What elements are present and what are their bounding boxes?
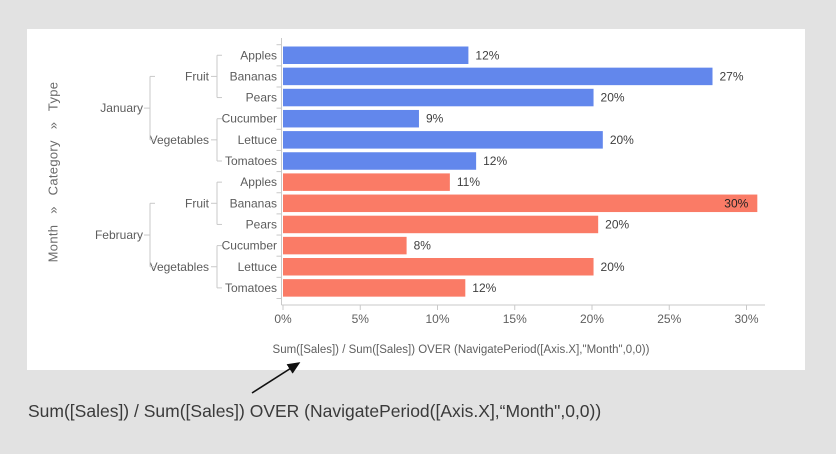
category-label-vegetables[interactable]: Vegetables <box>150 133 209 147</box>
formula-annotation-text: Sum([Sales]) / Sum([Sales]) OVER (Naviga… <box>28 401 602 421</box>
row-label-pears[interactable]: Pears <box>246 91 277 105</box>
category-label-fruit[interactable]: Fruit <box>185 69 210 83</box>
bar-january-lettuce[interactable] <box>283 131 603 149</box>
x-axis-tick-label: 30% <box>734 312 758 326</box>
category-label-vegetables[interactable]: Vegetables <box>150 260 209 274</box>
bar-chart: 0% 5% 10% 15% 20% 25% 30% Apples 12% Bananas 27% Pe… <box>95 38 765 326</box>
bar-value-label: 12% <box>472 281 496 295</box>
month-label-january[interactable]: January <box>100 101 143 115</box>
x-axis-tick-label: 0% <box>274 312 292 326</box>
bar-february-pears[interactable] <box>283 215 599 234</box>
bar-value-label: 20% <box>601 260 625 274</box>
bar-february-bananas[interactable] <box>283 194 758 213</box>
bar-january-bananas[interactable] <box>283 67 713 86</box>
bar-value-label: 11% <box>457 175 480 189</box>
bar-value-label: 12% <box>475 48 499 62</box>
row-label-pears[interactable]: Pears <box>246 217 277 231</box>
bar-value-label: 27% <box>720 69 744 83</box>
row-label-cucumber[interactable]: Cucumber <box>222 239 277 253</box>
bar-january-cucumber[interactable] <box>283 109 419 128</box>
row-label-apples[interactable]: Apples <box>240 175 277 189</box>
row-label-lettuce[interactable]: Lettuce <box>238 260 278 274</box>
bar-value-label: 8% <box>414 239 432 253</box>
row-label-tomatoes[interactable]: Tomatoes <box>225 154 277 168</box>
bar-february-cucumber[interactable] <box>283 236 407 255</box>
x-axis-tick-label: 5% <box>352 312 370 326</box>
chart-panel: 0% 5% 10% 15% 20% 25% 30% Apples 12% Bananas 27% Pe… <box>27 29 805 370</box>
bar-value-label: 30% <box>724 196 748 210</box>
bar-value-label: 12% <box>483 154 507 168</box>
month-label-february[interactable]: February <box>95 228 143 242</box>
row-label-cucumber[interactable]: Cucumber <box>222 112 277 126</box>
hierarchy-axis-title[interactable]: Month » Category » Type <box>45 81 61 263</box>
x-axis-tick-label: 25% <box>657 312 681 326</box>
row-label-tomatoes[interactable]: Tomatoes <box>225 281 277 295</box>
bar-value-label: 20% <box>610 133 634 147</box>
annotation-arrow-icon <box>251 362 301 394</box>
bar-january-apples[interactable] <box>283 46 469 65</box>
x-axis-tick-label: 15% <box>503 312 527 326</box>
bar-value-label: 20% <box>601 91 625 105</box>
bar-february-lettuce[interactable] <box>283 258 594 276</box>
bar-february-tomatoes[interactable] <box>283 279 466 297</box>
x-axis-tick-label: 10% <box>425 312 449 326</box>
row-label-bananas[interactable]: Bananas <box>230 196 277 210</box>
bar-value-label: 20% <box>605 217 629 231</box>
bar-january-pears[interactable] <box>283 88 594 107</box>
bar-january-tomatoes[interactable] <box>283 152 477 170</box>
category-label-fruit[interactable]: Fruit <box>185 196 210 210</box>
bar-february-apples[interactable] <box>283 173 450 191</box>
x-axis-title[interactable]: Sum([Sales]) / Sum([Sales]) OVER (Naviga… <box>272 344 650 356</box>
bar-value-label: 9% <box>426 112 444 126</box>
row-label-bananas[interactable]: Bananas <box>230 69 277 83</box>
x-axis-tick-label: 20% <box>580 312 604 326</box>
row-label-lettuce[interactable]: Lettuce <box>238 133 278 147</box>
row-label-apples[interactable]: Apples <box>240 48 277 62</box>
